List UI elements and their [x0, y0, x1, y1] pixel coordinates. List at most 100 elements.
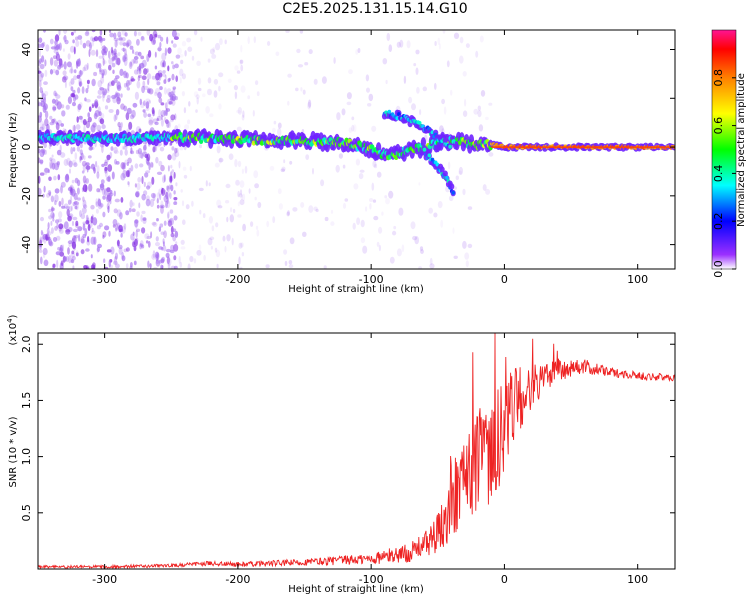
- spectrogram-noise-cell: [302, 231, 307, 237]
- spectrogram-noise-cell: [157, 91, 162, 99]
- spectrogram-noise-cell: [372, 160, 377, 168]
- spectrogram-noise-cell: [197, 77, 202, 85]
- spectrogram-noise-cell: [113, 114, 117, 122]
- spectrogram-noise-cell: [292, 207, 298, 212]
- spectrogram-noise-cell: [336, 112, 341, 121]
- spectrogram-noise-cell: [215, 249, 221, 258]
- spectrogram-noise-cell: [210, 245, 213, 250]
- spectrogram-noise-cell: [140, 152, 144, 159]
- spectrogram-noise-cell: [160, 164, 165, 172]
- spectrogram-noise-cell: [313, 78, 318, 85]
- spectrogram-noise-cell: [85, 178, 90, 184]
- spectrogram-noise-cell: [80, 119, 84, 123]
- spectrogram-noise-cell: [55, 219, 59, 224]
- spectrogram-noise-cell: [146, 30, 151, 36]
- spectrogram-noise-cell: [138, 151, 144, 159]
- spectrogram-noise-cell: [207, 237, 213, 246]
- spectrogram-noise-cell: [458, 166, 463, 175]
- spectrogram-noise-cell: [55, 69, 60, 76]
- spectrogram-noise-cell: [60, 123, 64, 127]
- spectrogram-noise-cell: [101, 144, 104, 154]
- spectrogram-noise-cell: [143, 111, 148, 118]
- spectrogram-noise-cell: [85, 98, 91, 103]
- spectrogram-noise-cell: [373, 215, 379, 221]
- spectrogram-noise-cell: [138, 74, 142, 78]
- spectrogram-noise-cell: [171, 169, 175, 173]
- spectrogram-noise-cell: [119, 41, 123, 46]
- spectrogram-noise-cell: [170, 265, 176, 269]
- spectrogram-noise-cell: [79, 156, 82, 161]
- spectrogram-noise-cell: [115, 92, 121, 98]
- spectrogram-noise-cell: [106, 176, 111, 182]
- spectrogram-noise-cell: [182, 219, 186, 225]
- spectrogram-noise-cell: [160, 118, 164, 127]
- spectrogram-noise-cell: [117, 35, 122, 41]
- spectrogram-noise-cell: [182, 166, 187, 171]
- spectrogram-noise-cell: [156, 198, 159, 204]
- spectrogram-noise-cell: [438, 43, 441, 50]
- spectrogram-noise-cell: [54, 188, 60, 194]
- snr-multiplier-exponent: 4: [6, 318, 14, 323]
- spectrogram-noise-cell: [236, 109, 241, 114]
- spectrogram-noise-cell: [75, 252, 79, 257]
- spectrogram-noise-cell: [82, 175, 87, 184]
- spectrogram-noise-cell: [111, 54, 115, 62]
- spectrogram-noise-cell: [44, 90, 49, 97]
- spectrogram-noise-cell: [155, 259, 161, 267]
- spectrogram-noise-cell: [42, 193, 45, 198]
- spectrogram-noise-cell: [127, 127, 130, 133]
- spectrogram-noise-cell: [61, 110, 66, 117]
- spectrogram-noise-cell: [459, 36, 464, 44]
- spectrogram-noise-cell: [166, 88, 172, 96]
- spectrogram-noise-cell: [169, 249, 175, 254]
- spectrogram-noise-cell: [159, 204, 165, 209]
- spectrogram-noise-cell: [141, 210, 146, 215]
- x-tick-label: 0: [501, 573, 508, 586]
- spectrogram-noise-cell: [146, 68, 149, 73]
- spectrogram-noise-cell: [237, 107, 243, 115]
- spectrogram-noise-cell: [160, 258, 165, 264]
- spectrogram-noise-cell: [473, 108, 479, 115]
- spectrogram-noise-cell: [130, 147, 133, 154]
- spectrogram-noise-cell: [49, 57, 54, 66]
- spectrogram-noise-cell: [198, 187, 204, 192]
- spectrogram-noise-cell: [177, 47, 182, 55]
- spectrogram-noise-cell: [136, 66, 139, 72]
- spectrogram-noise-cell: [126, 162, 129, 166]
- spectrogram-noise-cell: [154, 51, 157, 58]
- spectrogram-noise-cell: [155, 156, 159, 164]
- spectrogram-noise-cell: [112, 55, 117, 61]
- spectrogram-noise-cell: [99, 87, 105, 91]
- spectrogram-noise-cell: [320, 179, 325, 187]
- spectrogram-noise-cell: [56, 149, 62, 156]
- spectrogram-noise-cell: [230, 207, 233, 213]
- spectrogram-noise-cell: [104, 166, 108, 172]
- spectrogram-noise-cell: [103, 60, 107, 64]
- spectrogram-noise-cell: [173, 215, 178, 221]
- spectrogram-noise-cell: [64, 80, 67, 89]
- spectrogram-noise-cell: [110, 46, 114, 54]
- spectrogram-noise-cell: [48, 215, 53, 220]
- spectrogram-noise-cell: [196, 249, 202, 256]
- spectrogram-noise-cell: [50, 158, 56, 165]
- spectrogram-noise-cell: [83, 265, 88, 269]
- spectrogram-noise-cell: [389, 256, 395, 264]
- spectrogram-noise-cell: [78, 234, 81, 242]
- spectrogram-noise-cell: [280, 168, 285, 173]
- spectrogram-branch: [421, 145, 456, 197]
- spectrogram-noise-cell: [126, 107, 132, 115]
- spectrogram-noise-cell: [123, 70, 127, 79]
- spectrogram-noise-cell: [146, 153, 151, 162]
- spectrogram-noise-cell: [99, 222, 103, 228]
- spectrogram-noise-cell: [324, 216, 329, 222]
- spectrogram-noise-cell: [141, 35, 144, 41]
- spectrogram-noise-cell: [46, 193, 50, 198]
- spectrogram-noise-cell: [83, 204, 88, 209]
- spectrogram-noise-cell: [213, 90, 218, 98]
- spectrogram-noise-cell: [285, 30, 290, 33]
- spectrogram-noise-cell: [462, 188, 466, 196]
- spectrogram-noise-cell: [338, 153, 343, 159]
- spectrogram-noise-cell: [277, 122, 282, 129]
- spectrogram-noise-cell: [138, 51, 142, 57]
